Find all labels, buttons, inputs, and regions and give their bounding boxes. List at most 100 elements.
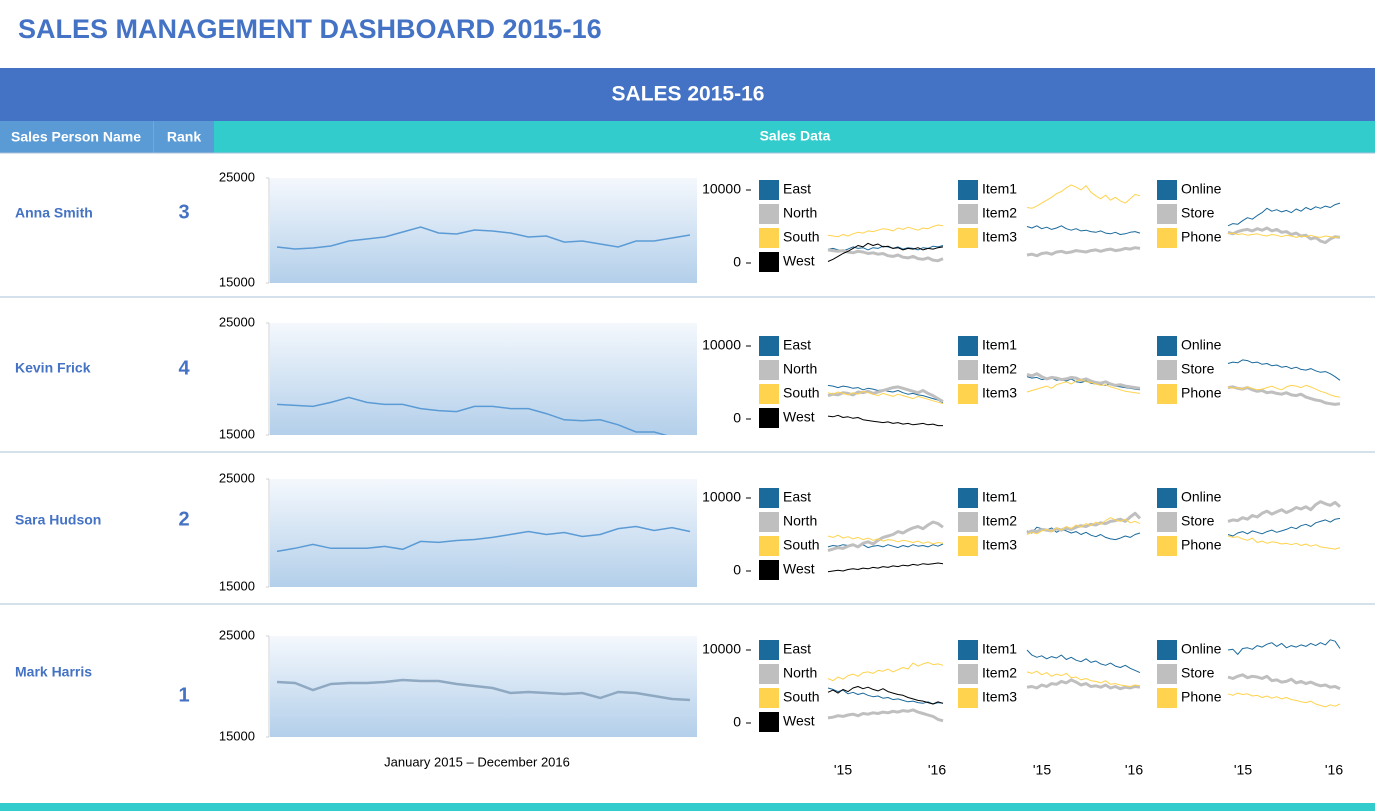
legend-swatch xyxy=(958,336,978,356)
legend-swatch xyxy=(1157,512,1177,532)
column-header: Sales Data xyxy=(760,128,831,144)
legend-swatch xyxy=(958,228,978,248)
legend-swatch xyxy=(1157,488,1177,508)
legend-label: South xyxy=(783,229,820,245)
sparkline xyxy=(1026,246,1141,258)
sparkline xyxy=(1227,202,1341,227)
legend-label: South xyxy=(783,689,820,705)
sparkline xyxy=(1026,372,1141,390)
sparkline xyxy=(1026,678,1141,691)
legend-swatch xyxy=(958,488,978,508)
sparkline xyxy=(827,248,944,263)
y-tick-label: 15000 xyxy=(219,274,255,289)
legend-swatch xyxy=(759,512,779,532)
legend-label: Item1 xyxy=(982,181,1017,197)
y-tick-label: 10000 xyxy=(702,181,741,197)
banner-title: SALES 2015-16 xyxy=(612,83,765,106)
x-tick-label: '16 xyxy=(1125,762,1143,778)
legend-label: Store xyxy=(1181,361,1215,377)
sales-person-name: Anna Smith xyxy=(15,205,93,221)
legend-label: Item3 xyxy=(982,385,1017,401)
header-row xyxy=(0,121,1375,153)
sparkline xyxy=(827,687,944,705)
legend-label: North xyxy=(783,361,817,377)
sparkline xyxy=(1227,673,1341,691)
legend-swatch xyxy=(1157,204,1177,224)
sales-line xyxy=(276,226,691,250)
legend-swatch xyxy=(759,180,779,200)
legend-label: Store xyxy=(1181,665,1215,681)
sparkline xyxy=(1227,384,1341,398)
legend-label: North xyxy=(783,205,817,221)
legend-label: Item2 xyxy=(982,665,1017,681)
x-tick-label: '16 xyxy=(928,762,946,778)
legend-label: Item1 xyxy=(982,641,1017,657)
y-tick-label: 0 xyxy=(733,562,741,578)
legend-swatch xyxy=(759,408,779,428)
sparkline xyxy=(827,661,944,682)
header-cell xyxy=(154,121,214,153)
sparkline xyxy=(827,520,944,553)
plot-background xyxy=(270,323,697,435)
legend-swatch xyxy=(1157,688,1177,708)
legend-swatch xyxy=(958,360,978,380)
legend-swatch xyxy=(759,252,779,272)
legend-label: South xyxy=(783,385,820,401)
legend-label: Item3 xyxy=(982,537,1017,553)
legend-label: North xyxy=(783,513,817,529)
sparkline xyxy=(1227,385,1341,406)
x-tick-label: '15 xyxy=(1234,762,1252,778)
period-label: January 2015 – December 2016 xyxy=(384,754,570,769)
sales-person-name: Kevin Frick xyxy=(15,360,91,376)
sales-line xyxy=(276,396,668,435)
legend-label: West xyxy=(783,253,815,269)
legend-swatch xyxy=(958,688,978,708)
y-tick-label: 25000 xyxy=(219,314,255,329)
sparkline xyxy=(1227,535,1341,550)
footer-band xyxy=(0,803,1375,811)
legend-label: North xyxy=(783,665,817,681)
legend-label: Online xyxy=(1181,489,1222,505)
legend-swatch xyxy=(1157,360,1177,380)
sparkline xyxy=(1227,232,1341,238)
sparkline xyxy=(827,224,944,238)
legend-label: East xyxy=(783,181,811,197)
legend-swatch xyxy=(958,664,978,684)
sparkline xyxy=(827,242,944,262)
legend-label: Online xyxy=(1181,337,1222,353)
y-tick-label: 0 xyxy=(733,254,741,270)
legend-swatch xyxy=(759,204,779,224)
sparkline xyxy=(827,414,943,427)
legend-label: West xyxy=(783,713,815,729)
sales-person-name: Sara Hudson xyxy=(15,512,101,528)
legend-label: Store xyxy=(1181,205,1215,221)
y-tick-label: 0 xyxy=(733,714,741,730)
sparkline xyxy=(1026,225,1141,235)
sparkline xyxy=(1227,359,1341,381)
legend-swatch xyxy=(1157,640,1177,660)
legend-label: East xyxy=(783,337,811,353)
legend-label: Item2 xyxy=(982,513,1017,529)
y-tick-label: 10000 xyxy=(702,641,741,657)
legend-swatch xyxy=(759,536,779,556)
sparkline xyxy=(827,390,944,405)
legend-swatch xyxy=(958,204,978,224)
rank: 2 xyxy=(178,508,189,530)
rank: 3 xyxy=(178,201,189,223)
legend-label: Item2 xyxy=(982,361,1017,377)
legend-swatch xyxy=(1157,664,1177,684)
plot-background xyxy=(270,479,697,587)
legend-label: Phone xyxy=(1181,229,1222,245)
legend-swatch xyxy=(759,336,779,356)
rank: 1 xyxy=(178,684,189,706)
banner xyxy=(0,68,1375,121)
sales-line xyxy=(276,678,691,702)
page-title: SALES MANAGEMENT DASHBOARD 2015-16 xyxy=(18,14,602,44)
legend-swatch xyxy=(759,712,779,732)
sales-line xyxy=(276,525,691,553)
legend-label: Phone xyxy=(1181,689,1222,705)
legend-swatch xyxy=(958,384,978,404)
sales-person-name: Mark Harris xyxy=(15,664,92,680)
y-tick-label: 15000 xyxy=(219,578,255,593)
